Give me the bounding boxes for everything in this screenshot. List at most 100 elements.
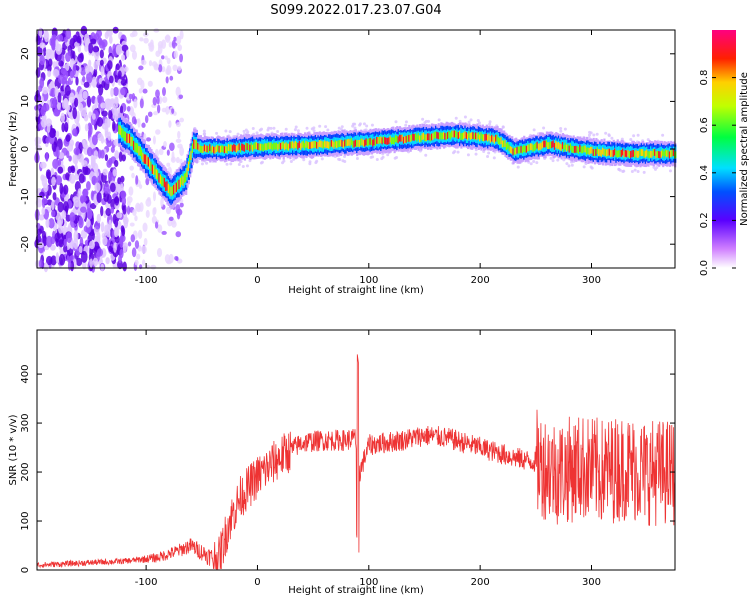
heatmap-cell [147, 197, 151, 202]
heatmap-cell [255, 142, 259, 150]
heatmap-cell [78, 102, 84, 112]
heatmap-cell [536, 141, 539, 149]
heatmap-cell [390, 137, 394, 145]
heatmap-cell [341, 159, 345, 163]
heatmap-cell [535, 142, 538, 150]
heatmap-cell [634, 151, 637, 159]
heatmap-cell [471, 132, 474, 140]
heatmap-cell [356, 140, 359, 148]
heatmap-cell [503, 140, 506, 148]
heatmap-cell [114, 227, 119, 238]
heatmap-cell [453, 149, 457, 153]
heatmap-cell [179, 177, 182, 188]
heatmap-cell [156, 104, 161, 114]
heatmap-cell [229, 162, 233, 166]
heatmap-cell [129, 165, 134, 171]
heatmap-cell [35, 145, 42, 152]
heatmap-cell [584, 145, 587, 153]
heatmap-cell [172, 64, 178, 72]
heatmap-cell [106, 194, 112, 204]
heatmap-cell [114, 96, 119, 104]
heatmap-cell [110, 206, 115, 214]
heatmap-cell [382, 136, 386, 144]
heatmap-cell [384, 137, 387, 144]
heatmap-cell [329, 141, 332, 149]
heatmap-cell [45, 169, 52, 180]
heatmap-cell [454, 130, 458, 138]
heatmap-cell [54, 39, 59, 52]
heatmap-cell [533, 143, 537, 151]
heatmap-cell [289, 141, 292, 149]
heatmap-cell [91, 175, 98, 186]
heatmap-cell [171, 186, 174, 196]
heatmap-cell [249, 144, 252, 152]
heatmap-cell [318, 140, 321, 147]
heatmap-cell [648, 151, 651, 159]
y-tick-label: 400 [20, 365, 31, 384]
heatmap-cell [63, 98, 69, 109]
heatmap-cell [463, 132, 466, 140]
heatmap-cell [94, 182, 101, 193]
heatmap-cell [495, 134, 498, 142]
heatmap-cell [301, 141, 304, 149]
heatmap-cell [46, 122, 51, 133]
heatmap-cell [473, 133, 476, 141]
heatmap-cell [166, 181, 169, 191]
heatmap-cell [488, 122, 492, 126]
heatmap-cell [654, 149, 657, 156]
heatmap-cell [221, 145, 224, 153]
heatmap-cell [576, 145, 579, 153]
heatmap-cell [456, 131, 459, 139]
heatmap-cell [512, 148, 515, 156]
heatmap-cell [320, 157, 324, 161]
heatmap-cell [177, 65, 182, 71]
heatmap-cell [168, 41, 173, 48]
colorbar-ticks: 0.0 0.2 0.4 0.6 0.8 [699, 70, 736, 276]
heatmap-cell [642, 170, 646, 174]
heatmap-cell [517, 146, 520, 154]
heatmap-cell [446, 132, 450, 139]
heatmap-cell [467, 120, 471, 124]
heatmap-cell [72, 196, 79, 203]
heatmap-cell [56, 102, 61, 111]
heatmap-cell [507, 141, 510, 149]
heatmap-cell [102, 236, 108, 246]
heatmap-cell [402, 136, 406, 144]
heatmap-cell [158, 148, 164, 156]
heatmap-cell [43, 182, 49, 193]
heatmap-cell [487, 134, 490, 142]
heatmap-cell [165, 181, 168, 192]
heatmap-cell [237, 163, 241, 167]
heatmap-cell [130, 107, 135, 117]
heatmap-cell [341, 140, 344, 147]
heatmap-cell [630, 169, 634, 173]
heatmap-cell [133, 98, 138, 109]
heatmap-cell [90, 190, 95, 201]
heatmap-cell [149, 159, 152, 169]
heatmap-cell [105, 257, 110, 265]
heatmap-cell [421, 117, 425, 121]
heatmap-cell [270, 142, 273, 150]
heatmap-cell [352, 140, 355, 148]
heatmap-cell [147, 80, 153, 87]
heatmap-cell [168, 120, 172, 128]
heatmap-cell [51, 38, 56, 50]
heatmap-cell [112, 120, 116, 132]
heatmap-cell [259, 143, 263, 151]
heatmap-cell [175, 156, 180, 164]
heatmap-cell [488, 133, 491, 141]
x-tick-label: 300 [582, 577, 601, 588]
heatmap-cell [78, 245, 83, 254]
heatmap-cell [134, 215, 138, 222]
heatmap-cell [146, 155, 149, 165]
heatmap-cell [98, 95, 104, 105]
heatmap-cell [207, 145, 211, 153]
heatmap-cell [169, 142, 175, 152]
heatmap-cell [76, 35, 82, 44]
heatmap-cell [493, 136, 496, 144]
heatmap-cell [458, 130, 462, 138]
heatmap-cell [479, 134, 482, 142]
heatmap-cell [126, 106, 131, 112]
heatmap-cell [559, 127, 563, 131]
